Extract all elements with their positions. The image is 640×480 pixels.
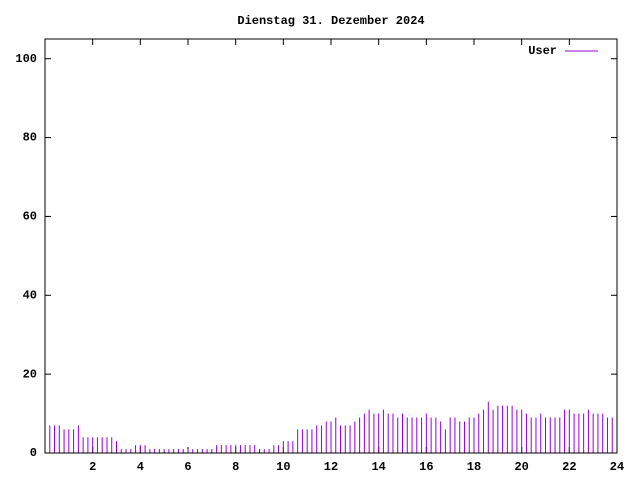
y-tick-label: 80 — [23, 131, 37, 145]
y-tick-label: 60 — [23, 210, 37, 224]
x-tick-label: 8 — [232, 460, 239, 474]
x-tick-label: 12 — [324, 460, 338, 474]
x-tick-label: 14 — [371, 460, 385, 474]
plot-frame — [44, 38, 618, 454]
x-tick-label: 22 — [562, 460, 576, 474]
chart-title: Dienstag 31. Dezember 2024 — [237, 14, 424, 28]
y-tick-label: 40 — [23, 288, 37, 302]
legend-label: User — [528, 44, 557, 58]
y-tick-label: 20 — [23, 367, 37, 381]
x-tick-label: 18 — [467, 460, 481, 474]
x-tick-label: 16 — [419, 460, 433, 474]
x-tick-label: 10 — [276, 460, 290, 474]
y-tick-label: 0 — [30, 446, 37, 460]
x-tick-label: 24 — [610, 460, 624, 474]
x-tick-label: 2 — [89, 460, 96, 474]
y-tick-label: 100 — [15, 52, 37, 66]
x-tick-label: 20 — [514, 460, 528, 474]
x-tick-label: 6 — [184, 460, 191, 474]
x-tick-label: 4 — [137, 460, 144, 474]
